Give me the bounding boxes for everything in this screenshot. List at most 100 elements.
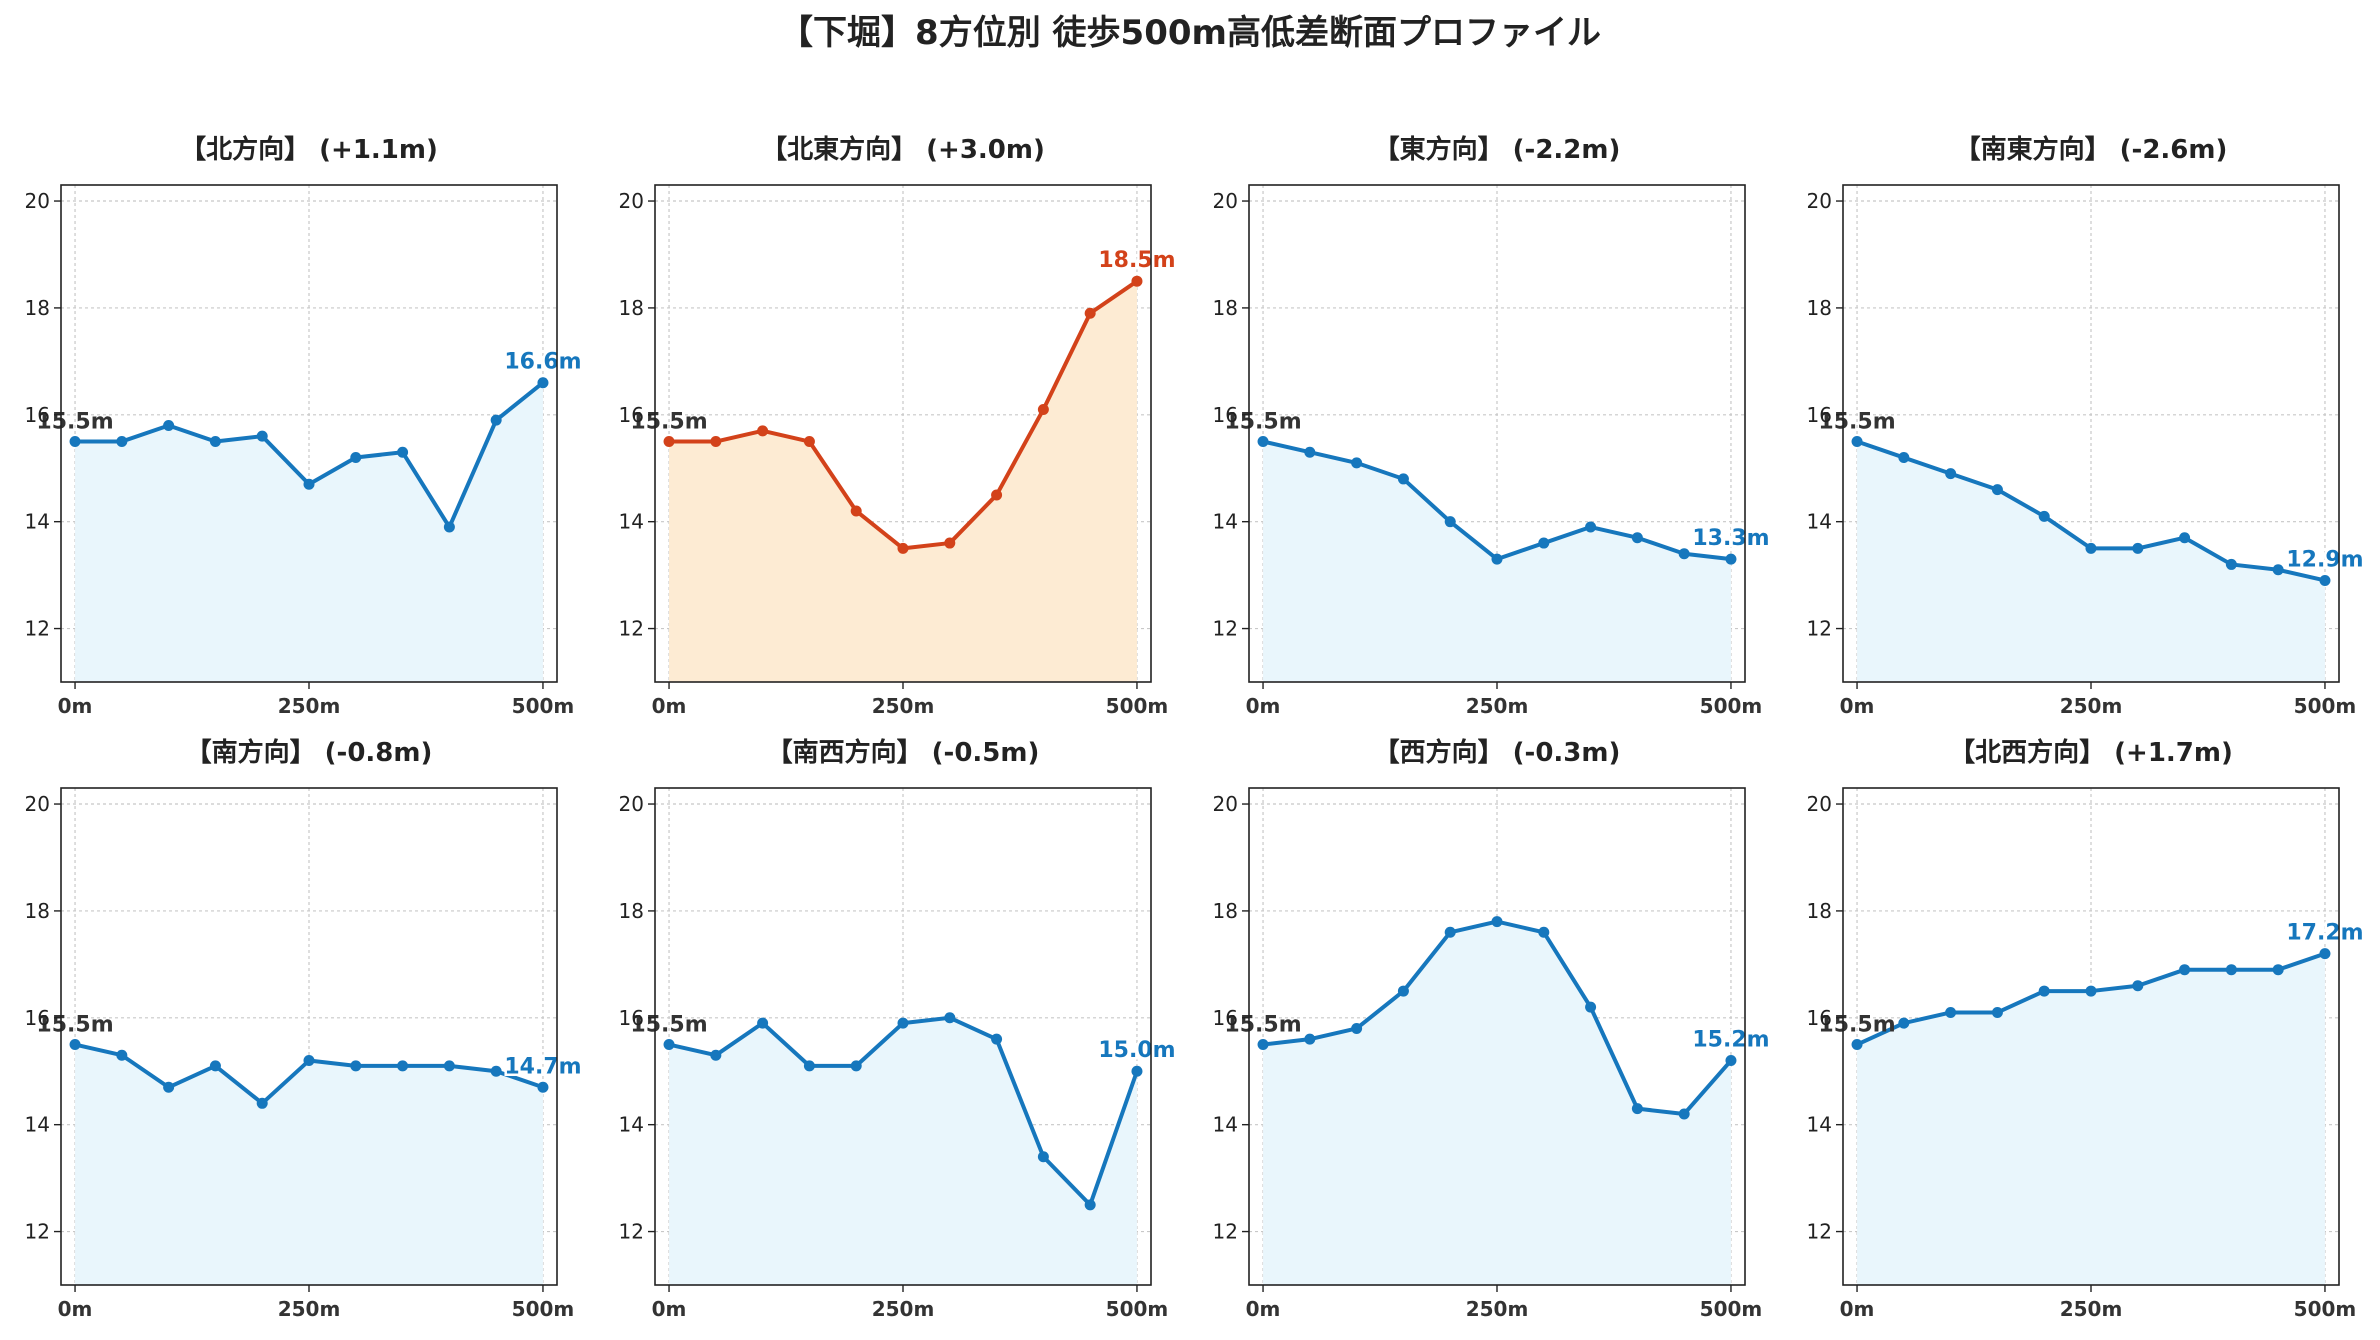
- data-point: [303, 478, 315, 490]
- panels-grid: 【北方向】 (+1.1m) 15.5m 16.6m 12 14 16 18 20 0m 250m 5…: [25, 134, 2367, 1321]
- data-point: [2225, 558, 2237, 570]
- data-point: [2225, 964, 2237, 976]
- data-point: [991, 1033, 1003, 1045]
- data-point: [1851, 1039, 1863, 1051]
- panel-5: 【南西方向】 (-0.5m) 15.5m 15.0m 12 14 16 18 20 0m 250m…: [619, 737, 1179, 1321]
- y-tick-label: 14: [1807, 510, 1832, 534]
- start-elevation-label: 15.5m: [1224, 410, 1301, 435]
- x-tick-label: 250m: [278, 1297, 341, 1321]
- start-elevation-label: 15.5m: [630, 1013, 707, 1038]
- data-point: [1037, 1151, 1049, 1163]
- area-fill: [1263, 921, 1731, 1285]
- data-point: [2038, 510, 2050, 522]
- data-point: [1538, 537, 1550, 549]
- y-tick-label: 14: [1213, 510, 1238, 534]
- data-point: [1491, 916, 1503, 928]
- data-point: [803, 1060, 815, 1072]
- data-point: [1131, 275, 1143, 287]
- data-point: [1538, 926, 1550, 938]
- data-point: [397, 1060, 409, 1072]
- data-point: [1444, 926, 1456, 938]
- start-elevation-label: 15.5m: [36, 1013, 113, 1038]
- x-tick-label: 500m: [1106, 694, 1169, 718]
- end-elevation-label: 16.6m: [504, 350, 581, 375]
- x-tick-label: 0m: [1246, 1297, 1281, 1321]
- x-tick-label: 250m: [2060, 1297, 2123, 1321]
- panel-0: 【北方向】 (+1.1m) 15.5m 16.6m 12 14 16 18 20 0m 250m 5…: [25, 134, 585, 718]
- data-point: [1351, 1022, 1363, 1034]
- y-tick-label: 12: [619, 617, 644, 641]
- area-fill: [669, 1017, 1137, 1285]
- data-point: [757, 1017, 769, 1029]
- area-fill: [75, 382, 543, 682]
- data-point: [1725, 1055, 1737, 1067]
- x-tick-label: 500m: [1700, 1297, 1763, 1321]
- y-tick-label: 14: [25, 1113, 50, 1137]
- panel-title: 【南西方向】 (-0.5m): [767, 737, 1040, 768]
- x-tick-label: 500m: [2294, 1297, 2357, 1321]
- y-tick-label: 12: [25, 1220, 50, 1244]
- data-point: [209, 1060, 221, 1072]
- x-tick-label: 500m: [512, 1297, 575, 1321]
- data-point: [350, 452, 362, 464]
- data-point: [663, 436, 675, 448]
- x-tick-label: 500m: [512, 694, 575, 718]
- data-point: [1898, 1017, 1910, 1029]
- figure-title: 【下堀】8方位別 徒歩500m高低差断面プロファイル: [779, 13, 1601, 53]
- panel-title: 【北東方向】 (+3.0m): [761, 134, 1045, 165]
- area-fill: [1857, 953, 2325, 1285]
- y-tick-label: 20: [1807, 189, 1832, 213]
- data-point: [2132, 542, 2144, 554]
- data-point: [1678, 548, 1690, 560]
- x-tick-label: 0m: [58, 1297, 93, 1321]
- data-point: [897, 542, 909, 554]
- data-point: [1397, 985, 1409, 997]
- data-point: [350, 1060, 362, 1072]
- y-tick-label: 12: [1807, 617, 1832, 641]
- x-tick-label: 500m: [1700, 694, 1763, 718]
- x-tick-label: 0m: [58, 694, 93, 718]
- start-elevation-label: 15.5m: [630, 410, 707, 435]
- panel-6: 【西方向】 (-0.3m) 15.5m 15.2m 12 14 16 18 20 0m 250m 5…: [1213, 737, 1773, 1321]
- data-point: [1037, 403, 1049, 415]
- data-point: [944, 1012, 956, 1024]
- y-tick-label: 16: [1213, 403, 1238, 427]
- panel-7: 【北西方向】 (+1.7m) 15.5m 17.2m 12 14 16 18 20 0m 250m…: [1807, 737, 2367, 1321]
- y-tick-label: 16: [25, 1006, 50, 1030]
- data-point: [1444, 516, 1456, 528]
- data-point: [1304, 446, 1316, 458]
- data-point: [443, 521, 455, 533]
- data-point: [803, 436, 815, 448]
- data-point: [1678, 1108, 1690, 1120]
- y-tick-label: 14: [1213, 1113, 1238, 1137]
- y-tick-label: 18: [25, 296, 50, 320]
- panel-title: 【東方向】 (-2.2m): [1374, 134, 1621, 165]
- y-tick-label: 16: [1807, 1006, 1832, 1030]
- data-point: [2272, 564, 2284, 576]
- y-tick-label: 20: [1213, 792, 1238, 816]
- data-point: [303, 1055, 315, 1067]
- y-tick-label: 20: [619, 189, 644, 213]
- y-tick-label: 18: [1807, 899, 1832, 923]
- start-elevation-label: 15.5m: [1818, 410, 1895, 435]
- data-point: [490, 1065, 502, 1077]
- data-point: [850, 1060, 862, 1072]
- panel-1: 【北東方向】 (+3.0m) 15.5m 18.5m 12 14 16 18 20 0m 250m…: [619, 134, 1179, 718]
- y-tick-label: 18: [1213, 296, 1238, 320]
- data-point: [1257, 1039, 1269, 1051]
- start-elevation-label: 15.5m: [36, 410, 113, 435]
- x-tick-label: 0m: [1840, 1297, 1875, 1321]
- y-tick-label: 12: [1213, 1220, 1238, 1244]
- data-point: [2179, 532, 2191, 544]
- data-point: [1257, 436, 1269, 448]
- data-point: [944, 537, 956, 549]
- y-tick-label: 14: [619, 1113, 644, 1137]
- y-tick-label: 12: [1213, 617, 1238, 641]
- data-point: [397, 446, 409, 458]
- data-point: [490, 414, 502, 426]
- x-tick-label: 500m: [2294, 694, 2357, 718]
- data-point: [256, 1097, 268, 1109]
- y-tick-label: 20: [619, 792, 644, 816]
- y-tick-label: 16: [619, 403, 644, 427]
